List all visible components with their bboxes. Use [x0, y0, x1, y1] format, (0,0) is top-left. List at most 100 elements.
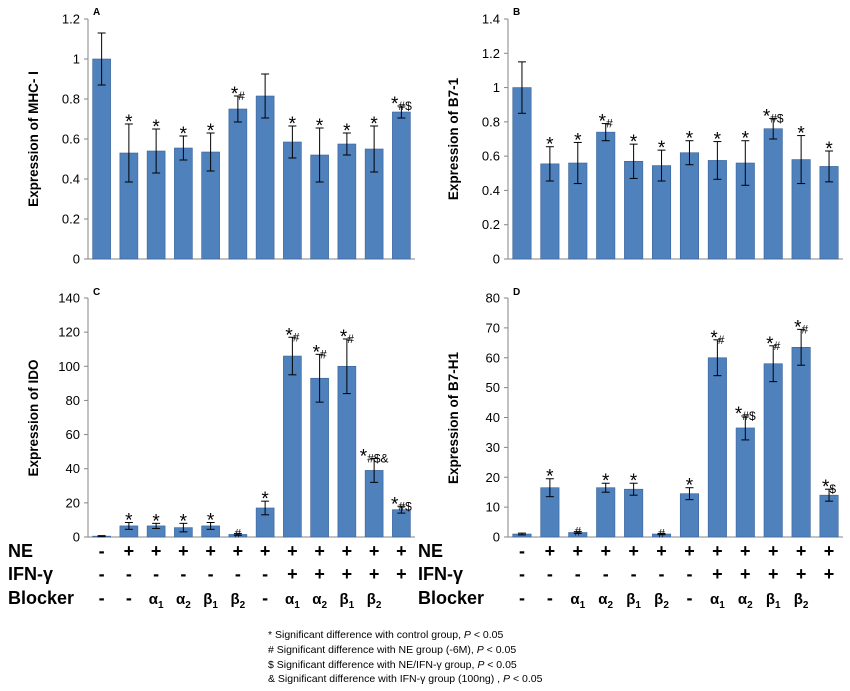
condition-blocker: α2	[738, 591, 753, 611]
significance-mark-D: #	[574, 525, 581, 539]
condition-blocker: α1	[285, 591, 300, 611]
significance-mark-B: *	[546, 135, 554, 156]
condition-ne: +	[396, 541, 407, 561]
bar-A	[392, 111, 411, 260]
y-tick-label-D: 50	[486, 380, 500, 395]
bar-D	[735, 427, 755, 538]
significance-mark-B: *	[630, 132, 638, 153]
significance-mark-C: *	[125, 510, 133, 531]
row-label-ne: NE	[418, 541, 443, 561]
significance-mark-D: *	[602, 471, 610, 492]
y-tick-label-B: 1.2	[482, 46, 500, 61]
condition-ne: +	[684, 541, 695, 561]
significance-mark-B: *	[686, 129, 694, 150]
significance-mark-C: *#	[313, 342, 327, 363]
legend-line-ifn: & Significant difference with IFN-γ grou…	[268, 673, 543, 686]
significance-mark-C: *	[152, 511, 160, 532]
significance-mark-B: *	[825, 139, 833, 160]
bar-B	[763, 128, 783, 260]
y-axis-title-D: Expression of B7-H1	[446, 351, 461, 484]
y-tick-label-D: 80	[486, 291, 500, 306]
condition-ne: +	[287, 541, 298, 561]
condition-blocker: -	[547, 588, 553, 608]
significance-mark-C: *	[261, 489, 269, 510]
condition-ifn: -	[153, 564, 159, 584]
condition-blocker: -	[519, 588, 525, 608]
significance-mark-D: *#	[794, 317, 808, 338]
legend-line-ne: # Significant difference with NE group (…	[268, 643, 517, 656]
condition-ne: +	[712, 541, 723, 561]
condition-ne: +	[151, 541, 162, 561]
condition-ne: +	[342, 541, 353, 561]
condition-ifn: +	[287, 564, 298, 584]
y-tick-label-B: 0.2	[482, 217, 500, 232]
condition-ne: +	[124, 541, 135, 561]
significance-mark-D: *$	[822, 477, 836, 498]
panel-label-B: B	[513, 7, 520, 18]
significance-mark-A: *	[370, 114, 378, 135]
bar-A	[255, 95, 275, 260]
condition-ne: +	[260, 541, 271, 561]
y-tick-label-B: 1	[493, 80, 500, 95]
significance-mark-C: #	[235, 527, 242, 541]
condition-ne: +	[545, 541, 556, 561]
bar-D	[791, 346, 811, 538]
significance-mark-A: *#$	[391, 94, 412, 115]
y-axis-title-B: Expression of B7-1	[446, 77, 461, 200]
panel-label-C: C	[93, 287, 100, 298]
condition-blocker: β2	[231, 591, 246, 611]
y-tick-label-B: 0.6	[482, 149, 500, 164]
y-tick-label-A: 0	[73, 252, 80, 267]
y-tick-label-D: 60	[486, 350, 500, 365]
significance-mark-A: *	[316, 116, 324, 137]
bar-A	[228, 108, 248, 260]
condition-ifn: -	[519, 564, 525, 584]
condition-ne: +	[768, 541, 779, 561]
significance-mark-A: *#	[231, 84, 245, 105]
condition-ne: -	[99, 541, 105, 561]
condition-ne: +	[824, 541, 835, 561]
condition-ifn: +	[768, 564, 779, 584]
significance-mark-D: *#	[710, 328, 724, 349]
condition-ne: +	[314, 541, 325, 561]
y-tick-label-C: 40	[66, 461, 80, 476]
row-label-blocker: Blocker	[8, 588, 74, 608]
condition-ifn: +	[740, 564, 751, 584]
significance-mark-A: *	[289, 114, 297, 135]
condition-ifn: -	[659, 564, 665, 584]
figure-canvas: 0 0.2 0.4 0.6 0.8 1 1.2 A Expression of MHC- I * *…	[8, 7, 843, 611]
row-label-ifn: IFN-γ	[8, 564, 53, 584]
significance-mark-A: *	[343, 121, 351, 142]
y-tick-label-C: 100	[58, 359, 80, 374]
condition-ifn: +	[369, 564, 380, 584]
bar-A	[337, 143, 357, 260]
bar-D	[596, 487, 616, 538]
condition-ifn: +	[396, 564, 407, 584]
significance-mark-B: *	[742, 129, 750, 150]
condition-blocker: -	[686, 588, 692, 608]
y-tick-label-A: 0.2	[62, 212, 80, 227]
significance-mark-B: *	[714, 130, 722, 151]
panel-label-D: D	[513, 287, 520, 298]
y-tick-label-C: 20	[66, 495, 80, 510]
y-tick-label-D: 70	[486, 320, 500, 335]
y-axis-title-A: Expression of MHC- I	[26, 71, 41, 207]
y-tick-label-D: 10	[486, 500, 500, 515]
significance-mark-C: *#$	[391, 494, 412, 515]
significance-mark-C: *#	[340, 327, 354, 348]
condition-ne: +	[740, 541, 751, 561]
bar-A	[283, 141, 302, 260]
significance-mark-C: *#	[285, 325, 299, 346]
significance-mark-D: *	[630, 471, 638, 492]
significance-legend: * Significant difference with control gr…	[268, 628, 542, 687]
y-tick-label-A: 0.6	[62, 132, 80, 147]
condition-ifn: -	[547, 564, 553, 584]
bar-A	[174, 147, 193, 260]
condition-blocker: α2	[598, 591, 613, 611]
condition-ifn: -	[575, 564, 581, 584]
y-tick-label-C: 80	[66, 393, 80, 408]
condition-blocker: β2	[794, 591, 809, 611]
significance-mark-D: *#	[766, 334, 780, 355]
condition-ifn: -	[235, 564, 241, 584]
y-tick-label-A: 0.4	[62, 172, 80, 187]
